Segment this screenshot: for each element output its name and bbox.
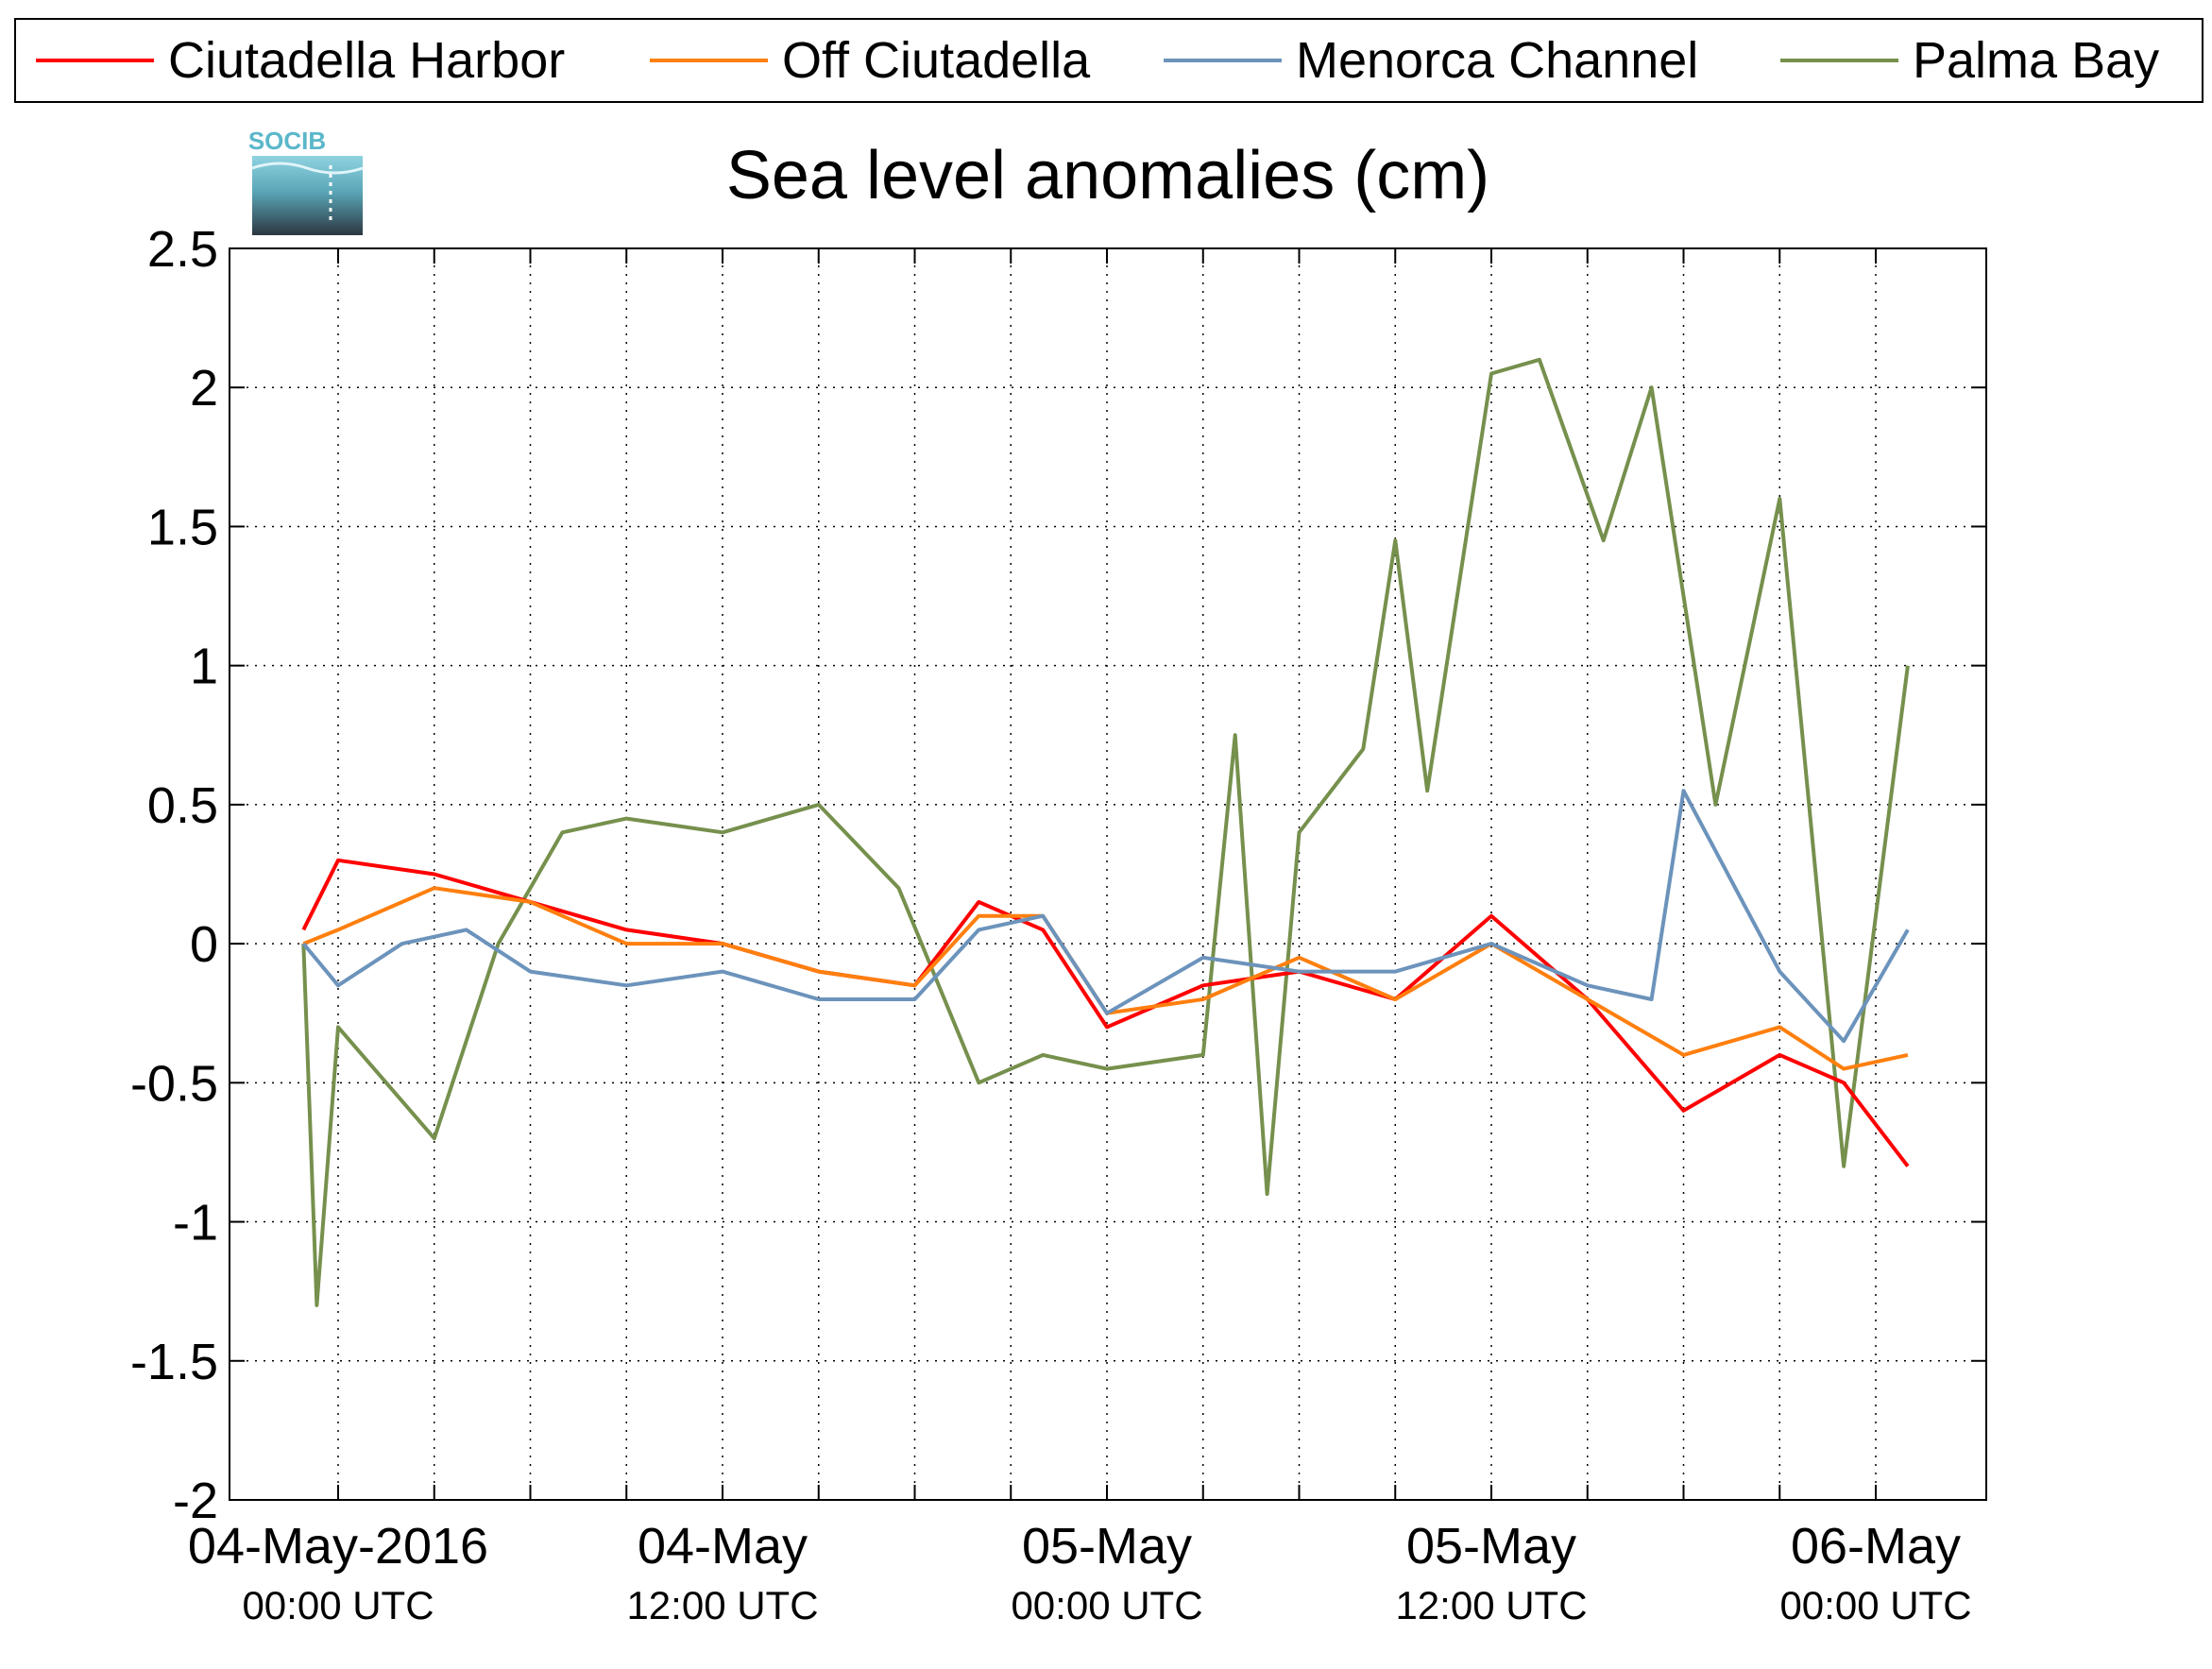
x-tick-date: 06-May	[1791, 1518, 1961, 1575]
x-tick-date: 05-May	[1406, 1518, 1576, 1575]
y-tick-labels: 2.5 2 1.5 1 0.5 0 -0.5 -1 -1.5 -2	[130, 221, 218, 1529]
x-tick-time: 00:00 UTC	[1011, 1583, 1202, 1627]
y-tick-label: -2	[173, 1473, 218, 1529]
y-tick-label: 0	[190, 916, 218, 973]
series-group	[301, 357, 1910, 1307]
socib-logo: SOCIB	[248, 127, 364, 235]
series-line-ciutadella-harbor	[301, 858, 1910, 1167]
logo-text: SOCIB	[248, 127, 326, 155]
x-tick-date: 04-May-2016	[188, 1518, 488, 1575]
x-tick-date: 04-May	[638, 1518, 808, 1575]
ticks	[230, 247, 1986, 1501]
legend-label: Ciutadella Harbor	[168, 32, 565, 89]
y-tick-label: 2.5	[147, 221, 218, 278]
y-tick-label: -1.5	[130, 1334, 218, 1390]
plot-area	[229, 247, 1987, 1501]
y-tick-label: 1	[190, 639, 218, 695]
series-line-menorca-channel	[301, 789, 1910, 1044]
y-tick-label: 1.5	[147, 499, 218, 555]
series-line-palma-bay	[301, 357, 1910, 1307]
x-tick-labels: 04-May-2016 00:00 UTC 04-May 12:00 UTC 05-Ma…	[188, 1518, 1972, 1627]
legend: Ciutadella Harbor Off Ciutadella Menorca C…	[36, 32, 2159, 89]
y-tick-label: 2	[190, 360, 218, 417]
chart-title: Sea level anomalies (cm)	[726, 138, 1489, 213]
x-tick-time: 00:00 UTC	[1779, 1583, 1971, 1627]
y-tick-label: 0.5	[147, 777, 218, 834]
legend-label: Menorca Channel	[1296, 32, 1698, 89]
x-tick-time: 00:00 UTC	[242, 1583, 434, 1627]
x-tick-time: 12:00 UTC	[1395, 1583, 1587, 1627]
legend-label: Palma Bay	[1913, 32, 2159, 89]
y-tick-label: -0.5	[130, 1055, 218, 1112]
legend-label: Off Ciutadella	[782, 32, 1091, 89]
x-tick-time: 12:00 UTC	[626, 1583, 818, 1627]
x-tick-date: 05-May	[1022, 1518, 1192, 1575]
y-tick-label: -1	[173, 1195, 218, 1252]
